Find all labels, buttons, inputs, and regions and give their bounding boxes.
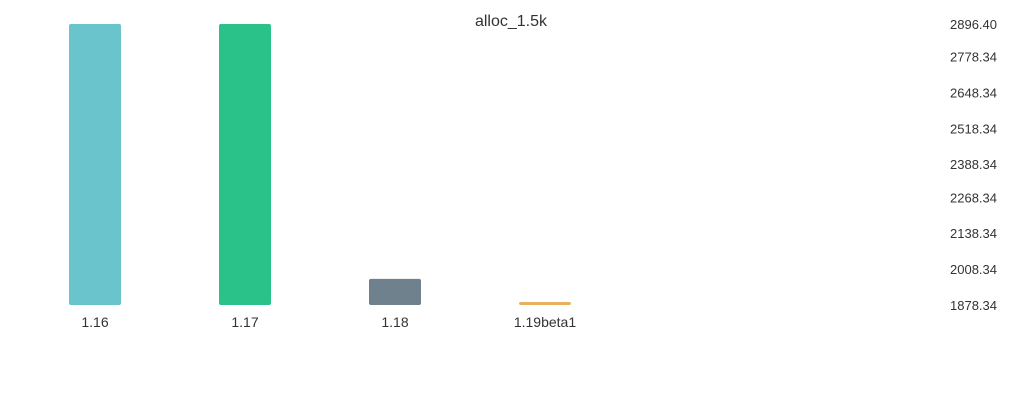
category-label: 1.16 bbox=[81, 314, 108, 330]
category-label: 1.17 bbox=[231, 314, 258, 330]
y-tick-label: 2388.34 bbox=[950, 157, 997, 172]
y-tick-label: 1878.34 bbox=[950, 298, 997, 313]
category-label: 1.18 bbox=[381, 314, 408, 330]
chart-title: alloc_1.5k bbox=[475, 13, 548, 30]
y-tick-label: 2648.34 bbox=[950, 85, 997, 100]
category-labels-group: 1.16 1.17 1.18 1.19beta1 bbox=[81, 314, 576, 330]
y-tick-label: 2896.40 bbox=[950, 17, 997, 32]
y-tick-label: 2778.34 bbox=[950, 50, 997, 65]
bar-1.18[interactable] bbox=[369, 278, 421, 305]
bar-1.19beta1[interactable] bbox=[519, 302, 571, 305]
y-tick-label: 2138.34 bbox=[950, 226, 997, 241]
y-tick-label: 2008.34 bbox=[950, 262, 997, 277]
bar-1.17[interactable] bbox=[219, 24, 271, 305]
bar-1.16[interactable] bbox=[69, 24, 121, 305]
y-tick-label: 2268.34 bbox=[950, 190, 997, 205]
y-axis-ticks-group: 2896.40 2778.34 2648.34 2518.34 2388.34 2268.… bbox=[950, 17, 997, 313]
bars-group bbox=[69, 24, 571, 305]
category-label: 1.19beta1 bbox=[514, 314, 576, 330]
y-tick-label: 2518.34 bbox=[950, 121, 997, 136]
